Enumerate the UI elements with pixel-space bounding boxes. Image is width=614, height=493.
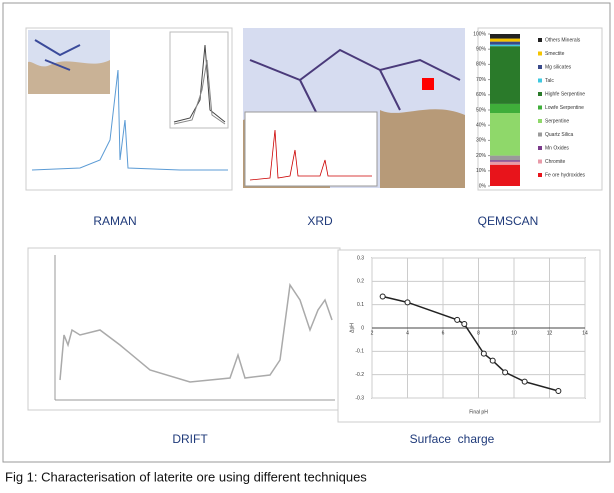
bar-segment <box>490 164 520 186</box>
legend-label: Others Minerals <box>545 37 581 43</box>
legend-swatch <box>538 173 542 177</box>
legend-swatch <box>538 92 542 96</box>
legend-swatch <box>538 132 542 137</box>
bar-segment <box>490 38 520 42</box>
y-tick-label: 60% <box>476 92 487 98</box>
y-tick-label: 40% <box>476 123 487 129</box>
xrd-panel <box>243 28 465 188</box>
legend-swatch <box>538 146 542 150</box>
y-tick-label: -0.2 <box>355 372 364 378</box>
x-tick-label: 10 <box>511 330 517 336</box>
legend-label: Chromite <box>545 159 566 165</box>
bar-segment <box>490 161 520 165</box>
y-tick-label: 100% <box>473 31 486 37</box>
data-point <box>461 321 468 328</box>
legend-label: Lowfe Serpentine <box>545 105 584 111</box>
drift-panel <box>27 247 341 411</box>
legend-label: Talc <box>545 78 554 84</box>
y-tick-label: 0.2 <box>357 279 364 285</box>
x-tick-label: 6 <box>442 330 445 336</box>
bar-segment <box>490 34 520 39</box>
y-tick-label: 50% <box>476 107 487 113</box>
y-tick-label: 70% <box>476 77 487 83</box>
bar-segment <box>490 44 520 47</box>
legend-swatch <box>538 65 542 69</box>
raman-panel <box>25 27 233 191</box>
legend-label: Highfe Serpentine <box>545 91 585 97</box>
x-axis-label: Final pH <box>469 409 488 415</box>
bar-segment <box>490 155 520 161</box>
y-axis-label: ΔpH <box>349 323 355 333</box>
x-tick-label: 8 <box>477 330 480 336</box>
y-tick-label: 0 <box>361 325 364 331</box>
panel-label: Surface charge <box>410 432 495 446</box>
panel-label: DRIFT <box>172 432 208 446</box>
y-tick-label: 30% <box>476 138 487 144</box>
legend-label: Quartz Silica <box>545 132 574 138</box>
legend-swatch <box>538 105 542 110</box>
y-tick-label: -0.1 <box>355 349 364 355</box>
bar-segment <box>490 46 520 104</box>
bar-segment <box>490 103 520 114</box>
legend-label: Serpentine <box>545 118 569 124</box>
bar-segment <box>490 113 520 156</box>
y-tick-label: 80% <box>476 62 487 68</box>
x-tick-label: 14 <box>582 330 588 336</box>
legend-label: Mg silicates <box>545 64 572 70</box>
data-point <box>555 388 562 394</box>
bar-segment <box>490 160 520 162</box>
legend-swatch <box>538 51 542 56</box>
x-tick-label: 4 <box>406 330 409 336</box>
data-point <box>404 299 411 306</box>
data-point <box>379 293 386 300</box>
data-point <box>489 357 496 364</box>
legend-swatch <box>538 38 542 42</box>
y-tick-label: 10% <box>476 168 487 174</box>
qemscan-panel: 0% 10% 20% 30% 40% 50% 60% 70% 80% 90% 100% Fe ore … <box>473 27 603 191</box>
panel-label: XRD <box>307 214 333 228</box>
y-tick-label: 0.1 <box>357 302 364 308</box>
surface-charge-panel: -0.3 -0.2 -0.1 0 0.1 0.2 0.3 2 4 6 8 10 12 14 Final pH… <box>337 249 601 423</box>
y-tick-label: 0.3 <box>357 255 364 261</box>
bar-segment <box>490 41 520 45</box>
caption: Fig 1: Characterisation of laterite ore … <box>5 469 367 484</box>
legend-label: Mn Oxides <box>545 145 569 151</box>
y-tick-label: 0% <box>479 183 487 189</box>
x-tick-label: 12 <box>547 330 553 336</box>
legend-swatch <box>538 78 542 83</box>
data-point <box>502 369 509 376</box>
panel-label: QEMSCAN <box>478 214 539 228</box>
data-point <box>480 350 487 357</box>
x-tick-label: 2 <box>371 330 374 336</box>
y-tick-label: 20% <box>476 153 487 159</box>
legend-label: Smectite <box>545 51 565 57</box>
data-point <box>521 378 528 385</box>
legend-swatch <box>538 119 542 123</box>
legend-swatch <box>538 159 542 164</box>
legend-label: Fe ore hydroxides <box>545 172 586 178</box>
data-point <box>454 316 461 323</box>
y-tick-label: 90% <box>476 47 487 53</box>
panel-label: RAMAN <box>93 214 136 228</box>
y-tick-label: -0.3 <box>355 395 364 401</box>
